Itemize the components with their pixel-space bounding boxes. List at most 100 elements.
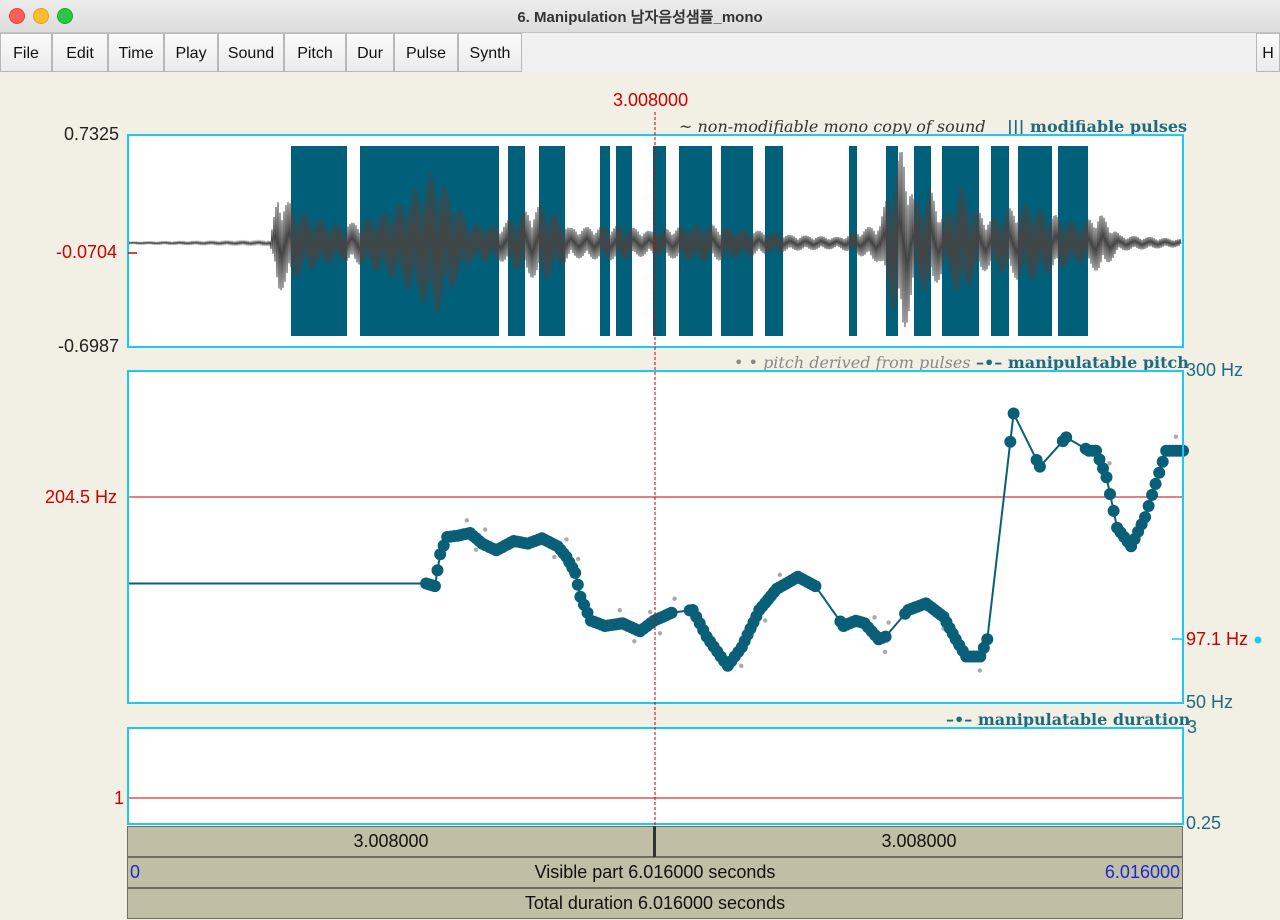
pitch-point[interactable] <box>953 639 966 651</box>
pitch-point[interactable] <box>574 590 587 603</box>
pitch-point[interactable] <box>905 602 918 615</box>
pitch-point[interactable] <box>551 540 564 553</box>
pitch-point[interactable] <box>1007 407 1020 420</box>
pitch-point[interactable] <box>467 529 479 542</box>
pitch-point[interactable] <box>1121 535 1134 548</box>
pitch-point[interactable] <box>563 556 576 569</box>
pitch-point[interactable] <box>862 621 874 634</box>
pitch-point[interactable] <box>721 659 734 672</box>
pitch-point[interactable] <box>967 650 980 663</box>
pitch-point[interactable] <box>911 600 924 613</box>
pitch-point[interactable] <box>613 617 626 630</box>
pitch-point[interactable] <box>879 630 892 643</box>
pitch-point[interactable] <box>1093 453 1106 466</box>
close-window-button[interactable] <box>9 8 25 24</box>
pitch-point[interactable] <box>470 532 483 545</box>
pitch-point[interactable] <box>797 573 810 586</box>
pitch-point[interactable] <box>454 529 467 541</box>
pitch-point[interactable] <box>956 644 969 657</box>
pitch-point[interactable] <box>662 608 675 620</box>
minimize-window-button[interactable] <box>33 8 49 24</box>
pitch-point[interactable] <box>1170 444 1183 457</box>
pitch-point[interactable] <box>718 655 731 668</box>
pitch-point[interactable] <box>1153 466 1166 479</box>
pitch-point[interactable] <box>1033 460 1046 473</box>
pitch-point[interactable] <box>1030 454 1043 466</box>
pitch-point[interactable] <box>578 598 590 611</box>
pitch-point[interactable] <box>981 633 994 646</box>
pitch-point[interactable] <box>444 530 457 543</box>
pitch-point[interactable] <box>806 578 819 591</box>
pitch-point[interactable] <box>451 529 464 542</box>
pitch-point[interactable] <box>843 617 856 630</box>
pitch-point[interactable] <box>518 537 531 549</box>
pitch-point[interactable] <box>1004 435 1017 448</box>
pitch-point[interactable] <box>665 606 678 619</box>
pitch-point[interactable] <box>744 622 757 635</box>
menu-synth[interactable]: Synth <box>458 33 522 72</box>
pitch-point[interactable] <box>858 617 871 630</box>
pitch-point[interactable] <box>779 577 792 590</box>
pitch-point[interactable] <box>1114 526 1127 539</box>
pitch-point[interactable] <box>622 620 635 632</box>
pitch-point[interactable] <box>554 543 567 556</box>
pitch-point[interactable] <box>732 645 745 658</box>
sound-pane[interactable] <box>128 135 1183 347</box>
pitch-point[interactable] <box>960 650 973 663</box>
pitch-point[interactable] <box>1100 471 1113 484</box>
pitch-point[interactable] <box>1104 488 1116 501</box>
pitch-point[interactable] <box>767 586 780 599</box>
pitch-point[interactable] <box>1125 540 1138 553</box>
pitch-point[interactable] <box>637 622 650 635</box>
pitch-point[interactable] <box>686 604 699 616</box>
pitch-point[interactable] <box>545 537 558 550</box>
menu-pulse[interactable]: Pulse <box>394 33 458 72</box>
pitch-point[interactable] <box>869 629 882 642</box>
pitch-point[interactable] <box>653 612 666 624</box>
pitch-point[interactable] <box>507 535 520 547</box>
pitch-point[interactable] <box>1090 444 1102 457</box>
pitch-point[interactable] <box>437 539 450 552</box>
pitch-point[interactable] <box>852 615 865 628</box>
pitch-point[interactable] <box>457 528 470 541</box>
pitch-point[interactable] <box>908 601 921 614</box>
pitch-point[interactable] <box>697 624 710 636</box>
pitch-point[interactable] <box>476 537 489 550</box>
pitch-point[interactable] <box>846 616 859 628</box>
menu-sound[interactable]: Sound <box>218 33 284 72</box>
pitch-point[interactable] <box>946 627 959 640</box>
pitch-point[interactable] <box>560 550 573 563</box>
pitch-point[interactable] <box>483 541 496 553</box>
pitch-point[interactable] <box>426 579 438 592</box>
pitch-point[interactable] <box>683 604 696 617</box>
pitch-point[interactable] <box>1166 444 1179 457</box>
right-segment-bar[interactable]: 3.008000 <box>655 826 1183 857</box>
pitch-points[interactable] <box>420 407 1189 672</box>
pitch-point[interactable] <box>521 537 534 550</box>
pitch-point[interactable] <box>922 599 935 612</box>
pitch-point[interactable] <box>496 541 509 554</box>
pitch-point[interactable] <box>974 650 987 663</box>
pitch-point[interactable] <box>899 607 912 620</box>
pitch-point[interactable] <box>943 622 956 634</box>
pitch-point[interactable] <box>707 640 720 653</box>
pitch-point[interactable] <box>502 538 514 551</box>
pitch-point[interactable] <box>644 617 657 630</box>
pitch-point[interactable] <box>704 635 717 648</box>
pitch-point[interactable] <box>782 576 795 588</box>
pitch-point[interactable] <box>1149 477 1162 490</box>
pitch-point[interactable] <box>725 655 738 668</box>
pitch-point[interactable] <box>1079 442 1092 455</box>
pitch-point[interactable] <box>1128 533 1141 545</box>
pitch-point[interactable] <box>791 570 804 583</box>
pitch-point[interactable] <box>803 577 816 589</box>
pitch-point[interactable] <box>714 650 727 663</box>
pitch-point[interactable] <box>423 578 435 591</box>
pitch-point[interactable] <box>711 645 724 658</box>
pitch-point[interactable] <box>872 633 885 646</box>
pitch-point[interactable] <box>700 630 713 643</box>
menu-help[interactable]: H <box>1256 33 1280 72</box>
pitch-point[interactable] <box>548 538 561 551</box>
pitch-point[interactable] <box>569 566 582 579</box>
pitch-point[interactable] <box>1107 504 1120 517</box>
